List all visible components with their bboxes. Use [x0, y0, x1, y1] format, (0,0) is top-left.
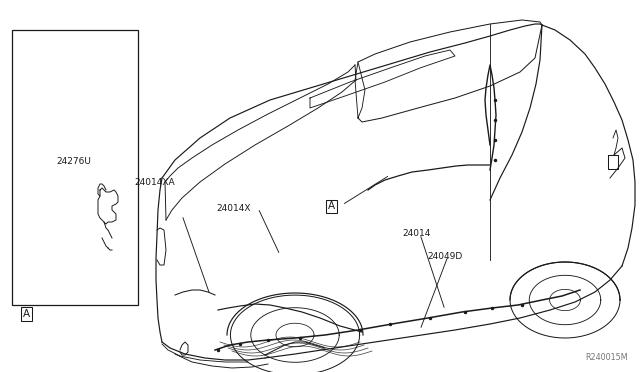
Bar: [12, 30, 138, 305]
Text: A: A: [23, 310, 31, 319]
Text: 24276U: 24276U: [56, 157, 91, 166]
Text: 24049D: 24049D: [428, 252, 463, 261]
Text: 24014X: 24014X: [216, 204, 251, 213]
Text: A: A: [328, 202, 335, 211]
Text: 24014XA: 24014XA: [134, 178, 175, 187]
Text: R240015M: R240015M: [586, 353, 628, 362]
Text: 24014: 24014: [402, 229, 430, 238]
